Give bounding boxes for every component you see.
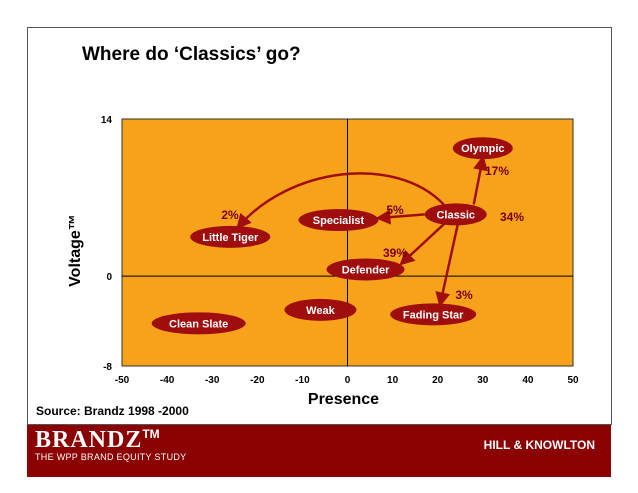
brandz-logo: BRANDZTM THE WPP BRAND EQUITY STUDY xyxy=(35,427,187,462)
point-fading-star: Fading Star xyxy=(390,303,477,326)
x-tick-label: -40 xyxy=(160,375,175,386)
point-specialist: Specialist xyxy=(298,209,379,232)
point-little-tiger: Little Tiger xyxy=(190,225,271,248)
arrow-to-little-tiger xyxy=(236,172,445,230)
point-clean-slate: Clean Slate xyxy=(151,312,246,335)
bubble-label-specialist: Specialist xyxy=(313,215,365,227)
pct-label-olympic: 17% xyxy=(485,164,509,178)
bubble-olympic xyxy=(452,137,513,160)
bubble-label-defender: Defender xyxy=(342,264,390,276)
bubble-clean-slate xyxy=(151,312,246,335)
arrow-to-fading-star xyxy=(435,224,459,308)
page-title: Where do ‘Classics’ go? xyxy=(82,44,301,65)
x-tick-label: 20 xyxy=(432,375,444,386)
arrow-to-defender xyxy=(399,221,447,266)
arrow-to-specialist xyxy=(375,209,425,225)
brandz-tagline: THE WPP BRAND EQUITY STUDY xyxy=(35,452,187,462)
pct-label-specialist: 5% xyxy=(386,203,404,217)
bubble-defender xyxy=(326,258,405,281)
bubble-label-classic: Classic xyxy=(436,209,475,221)
x-tick-label: 40 xyxy=(522,375,534,386)
x-tick-label: -30 xyxy=(205,375,220,386)
hill-knowlton-logo: HILL & KNOWLTON xyxy=(483,438,595,452)
bubble-weak xyxy=(284,298,357,321)
x-tick-label: 30 xyxy=(477,375,489,386)
y-tick-label: -8 xyxy=(103,362,112,373)
bubble-label-olympic: Olympic xyxy=(461,143,504,155)
point-defender: Defender xyxy=(326,258,405,281)
footer-bar: BRANDZTM THE WPP BRAND EQUITY STUDY HILL… xyxy=(27,425,611,477)
pct-label-fading-star: 3% xyxy=(455,288,473,302)
bubble-fading-star xyxy=(390,303,477,326)
source-note: Source: Brandz 1998 -2000 xyxy=(36,404,189,418)
y-tick-label: 0 xyxy=(106,272,112,283)
x-tick-label: -50 xyxy=(115,375,130,386)
pct-label-little-tiger: 2% xyxy=(221,208,239,222)
bubble-label-clean-slate: Clean Slate xyxy=(169,318,228,330)
x-tick-label: 10 xyxy=(387,375,399,386)
pct-label-defender: 39% xyxy=(383,246,407,260)
arrow-to-olympic xyxy=(472,155,488,205)
x-tick-label: -20 xyxy=(250,375,265,386)
point-olympic: Olympic xyxy=(452,137,513,160)
pct-label-classic: 34% xyxy=(500,210,524,224)
x-axis-label: Presence xyxy=(308,391,379,408)
y-tick-label: 14 xyxy=(101,115,113,126)
bubble-label-little-tiger: Little Tiger xyxy=(202,232,259,244)
x-tick-label: -10 xyxy=(295,375,310,386)
bubble-label-fading-star: Fading Star xyxy=(403,309,464,321)
brandz-logo-text: BRANDZ xyxy=(35,427,143,453)
point-weak: Weak xyxy=(284,298,357,321)
bubble-little-tiger xyxy=(190,225,271,248)
x-tick-label: 50 xyxy=(567,375,579,386)
bubble-label-weak: Weak xyxy=(306,305,335,317)
x-tick-label: 0 xyxy=(345,375,351,386)
bubble-classic xyxy=(424,203,487,226)
bubble-specialist xyxy=(298,209,379,232)
point-classic: Classic xyxy=(424,203,487,226)
y-axis-label: Voltage™ xyxy=(67,214,84,287)
brandz-logo-tm: TM xyxy=(142,427,160,441)
